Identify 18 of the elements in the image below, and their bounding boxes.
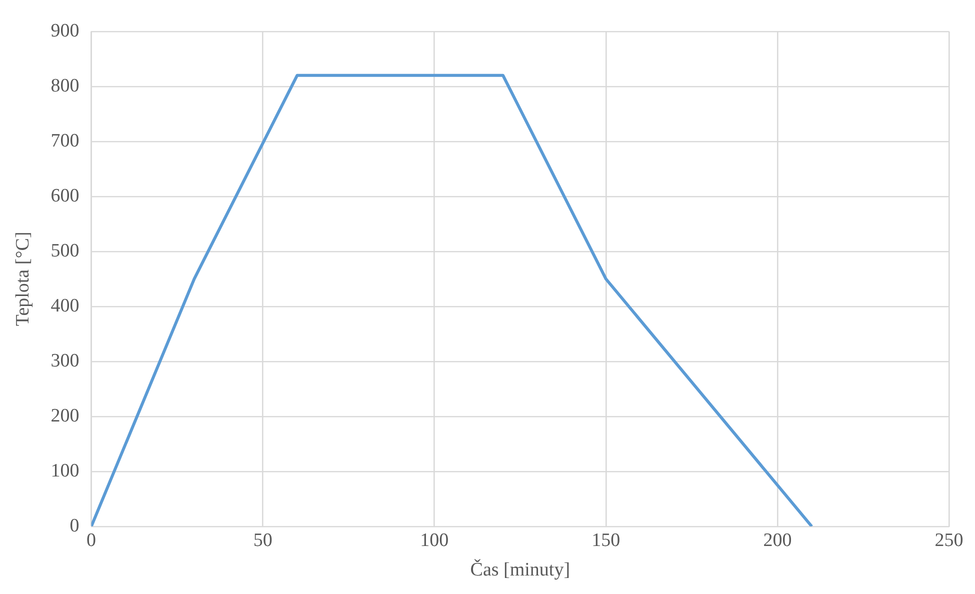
x-axis-title: Čas [minuty] <box>470 558 570 581</box>
y-tick-label: 300 <box>50 350 80 372</box>
x-tick-label: 0 <box>86 530 96 551</box>
x-tick-label: 150 <box>592 530 620 551</box>
y-tick-label: 700 <box>50 130 80 152</box>
y-tick-label: 900 <box>50 20 80 42</box>
x-tick-label: 100 <box>420 530 449 551</box>
y-axis-title: Teplota [°C] <box>12 232 34 326</box>
y-tick-label: 200 <box>50 405 80 426</box>
x-tick-label: 50 <box>253 530 272 551</box>
x-tick-label: 250 <box>934 530 964 551</box>
y-tick-label: 100 <box>50 460 80 482</box>
y-tick-label: 400 <box>50 295 80 316</box>
y-tick-label: 0 <box>70 515 80 536</box>
y-tick-label: 600 <box>50 185 80 206</box>
y-tick-label: 800 <box>50 75 80 96</box>
y-tick-label: 500 <box>50 240 80 262</box>
x-tick-label: 200 <box>763 530 792 551</box>
